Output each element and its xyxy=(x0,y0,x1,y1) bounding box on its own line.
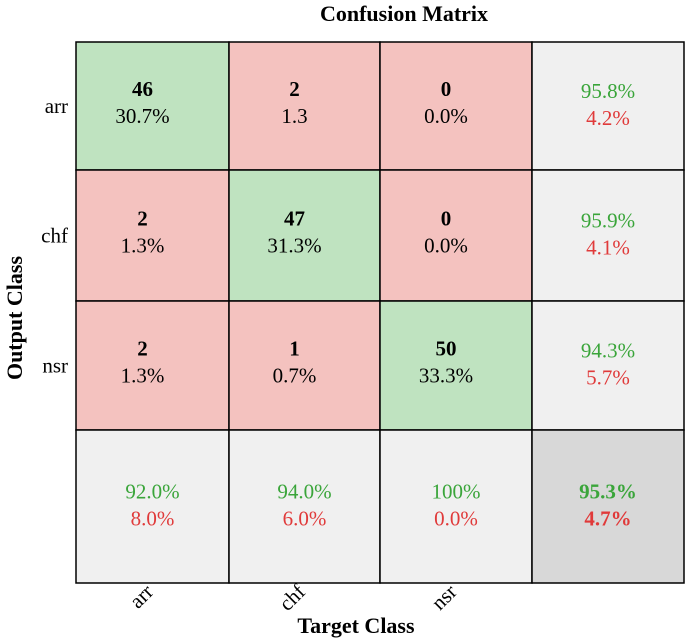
summary-cell xyxy=(75,429,230,584)
summary-correct: 92.0% xyxy=(125,480,179,504)
x-tick-label: arr xyxy=(125,580,158,613)
y-axis-label: Output Class xyxy=(2,256,27,381)
x-tick-label: nsr xyxy=(426,580,461,615)
cell-percent: 0.0% xyxy=(424,104,468,128)
y-tick-label: arr xyxy=(45,94,68,118)
x-axis-label: Target Class xyxy=(297,613,415,638)
cell-count: 50 xyxy=(436,337,457,361)
summary-cell xyxy=(531,169,685,302)
summary-error: 6.0% xyxy=(283,507,327,531)
summary-correct: 94.0% xyxy=(277,480,331,504)
cell-percent: 1.3% xyxy=(121,234,165,258)
summary-correct: 95.8% xyxy=(581,79,635,103)
cell-percent: 1.3% xyxy=(121,364,165,388)
cell-percent: 1.3 xyxy=(281,104,307,128)
summary-cell xyxy=(228,429,381,584)
summary-cell xyxy=(531,300,685,431)
summary-error: 5.7% xyxy=(586,366,630,390)
overall-error: 4.7% xyxy=(584,507,631,531)
summary-correct: 95.9% xyxy=(581,209,635,233)
summary-correct: 100% xyxy=(432,480,481,504)
matrix-cell xyxy=(228,169,381,302)
cell-percent: 33.3% xyxy=(419,364,473,388)
matrix-cell xyxy=(75,41,230,171)
x-tick-label: chf xyxy=(274,580,310,616)
cell-count: 0 xyxy=(441,77,452,101)
chart-title: Confusion Matrix xyxy=(320,1,488,26)
summary-error: 0.0% xyxy=(434,507,478,531)
overall-correct: 95.3% xyxy=(579,480,637,504)
cell-count: 2 xyxy=(137,207,148,231)
summary-cell xyxy=(379,429,533,584)
cell-percent: 0.0% xyxy=(424,234,468,258)
cell-count: 2 xyxy=(137,337,148,361)
cell-percent: 31.3% xyxy=(267,234,321,258)
y-tick-label: chf xyxy=(41,224,68,248)
summary-error: 8.0% xyxy=(131,507,175,531)
summary-correct: 94.3% xyxy=(581,339,635,363)
summary-cell xyxy=(531,41,685,171)
cell-count: 2 xyxy=(289,77,300,101)
matrix-cell xyxy=(75,169,230,302)
cell-count: 46 xyxy=(132,77,153,101)
matrix-cell xyxy=(228,41,381,171)
summary-error: 4.2% xyxy=(586,106,630,130)
matrix-cell xyxy=(379,41,533,171)
y-tick-label: nsr xyxy=(42,354,68,378)
summary-error: 4.1% xyxy=(586,236,630,260)
cell-count: 47 xyxy=(284,207,305,231)
cell-count: 0 xyxy=(441,207,452,231)
matrix-cell xyxy=(228,300,381,431)
cell-percent: 0.7% xyxy=(273,364,317,388)
overall-cell xyxy=(531,429,685,584)
cell-count: 1 xyxy=(289,337,300,361)
cell-percent: 30.7% xyxy=(115,104,169,128)
